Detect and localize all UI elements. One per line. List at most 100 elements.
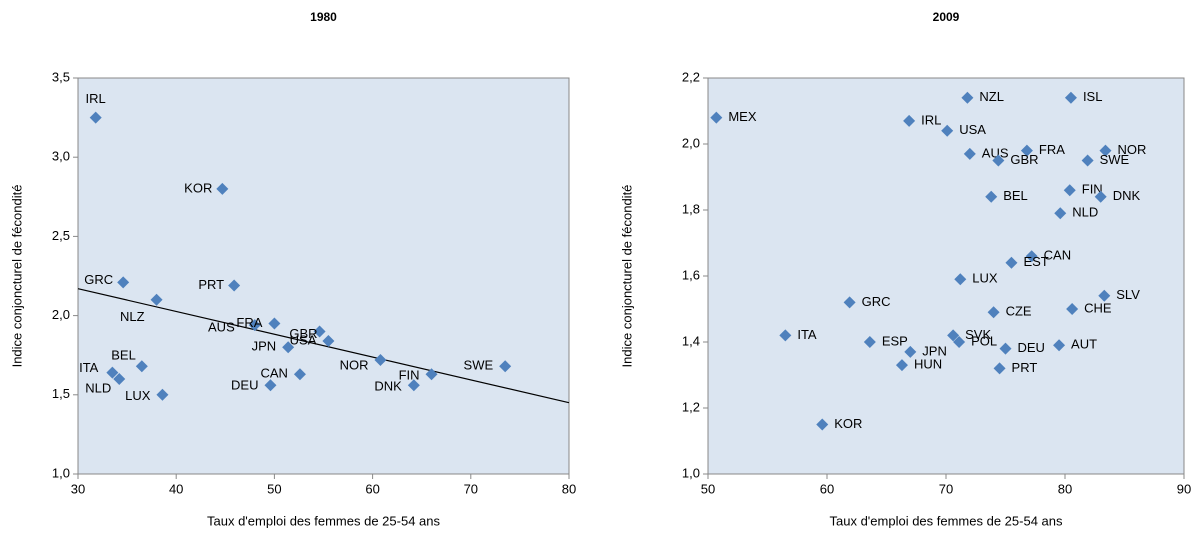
point [1098, 289, 1111, 302]
point-label: EST [1023, 254, 1048, 269]
point [1020, 144, 1033, 157]
point-label: DEU [1018, 340, 1045, 355]
point-label: CHE [1084, 300, 1112, 315]
point-label: MEX [728, 109, 757, 124]
point-label: ITA [797, 327, 817, 342]
point [264, 379, 277, 392]
y-tick-label: 1,0 [682, 465, 700, 480]
point [135, 360, 148, 373]
point-label: NZL [979, 89, 1004, 104]
point [313, 325, 326, 338]
point-label: FIN [1082, 182, 1103, 197]
point-label: GRC [84, 272, 113, 287]
point [268, 317, 281, 330]
point [993, 362, 1006, 375]
x-tick-label: 70 [939, 481, 953, 496]
point-label: JPN [252, 339, 277, 354]
point-label: AUS [208, 320, 235, 335]
y-tick-label: 1,2 [682, 399, 700, 414]
point [863, 336, 876, 348]
y-tick-label: 3,5 [52, 69, 70, 84]
y-axis-label: Indice conjoncturel de fécondité [619, 185, 634, 368]
x-tick-label: 70 [464, 481, 478, 496]
point-label: LUX [972, 271, 998, 286]
point [961, 91, 974, 104]
point-label: DNK [1113, 188, 1141, 203]
point-label: NOR [1117, 142, 1146, 157]
y-tick-label: 1,8 [682, 201, 700, 216]
point [895, 359, 908, 372]
point [156, 388, 169, 401]
point [89, 111, 102, 124]
y-tick-label: 1,4 [682, 333, 700, 348]
x-tick-label: 80 [562, 481, 576, 496]
point [987, 306, 1000, 319]
point [992, 154, 1005, 167]
point-label: ISL [1083, 89, 1103, 104]
trend-line [77, 288, 570, 404]
point [248, 319, 261, 332]
point-label: PRT [1012, 360, 1038, 375]
point [499, 360, 512, 373]
y-tick-label: 2,2 [682, 69, 700, 84]
y-axis-label: Indice conjoncturel de fécondité [9, 185, 24, 368]
x-tick-label: 60 [365, 481, 379, 496]
point-label: SWE [464, 358, 494, 373]
point-label: NLZ [120, 309, 145, 324]
chart-title: 1980 [310, 10, 337, 24]
point [1066, 303, 1079, 315]
point [843, 296, 856, 309]
point-label: BEL [1003, 188, 1028, 203]
point [106, 366, 119, 379]
point-label: LUX [125, 388, 151, 403]
point-label: CAN [260, 366, 287, 381]
point [1053, 339, 1066, 352]
point-label: FRA [1039, 142, 1065, 157]
point [374, 353, 387, 366]
point [963, 147, 976, 160]
point-label: NOR [340, 357, 369, 372]
point [425, 368, 438, 381]
point [904, 345, 917, 358]
point-label: USA [290, 332, 317, 347]
point [1094, 190, 1107, 203]
point [710, 111, 723, 124]
point-label: SVK [965, 327, 991, 342]
point [228, 279, 241, 292]
point-label: GBR [289, 326, 317, 341]
point [999, 342, 1012, 355]
point [941, 124, 954, 137]
point-label: USA [959, 122, 986, 137]
point-label: DEU [231, 378, 258, 393]
point-label: ESP [882, 333, 908, 348]
point-label: FRA [236, 315, 262, 330]
chart-title: 2009 [933, 10, 960, 24]
point [1064, 91, 1077, 104]
point-label: HUN [914, 357, 942, 372]
point [1081, 154, 1094, 167]
x-tick-label: 40 [169, 481, 183, 496]
point-label: JPN [922, 343, 947, 358]
point [1063, 184, 1076, 197]
plot-area [707, 77, 1185, 475]
point-label: KOR [834, 416, 862, 431]
point [903, 114, 916, 127]
x-axis-label: Taux d'emploi des femmes de 25-54 ans [830, 513, 1063, 528]
plot-area [77, 77, 570, 475]
x-tick-label: 50 [701, 481, 715, 496]
y-tick-label: 3,0 [52, 149, 70, 164]
point [985, 190, 998, 203]
point [113, 372, 126, 385]
x-axis-label: Taux d'emploi des femmes de 25-54 ans [207, 513, 440, 528]
point [150, 293, 163, 306]
point-label: FIN [399, 368, 420, 383]
y-tick-label: 2,0 [682, 135, 700, 150]
point-label: SWE [1100, 152, 1130, 167]
point-label: BEL [111, 348, 136, 363]
point-label: ITA [79, 360, 99, 375]
point [947, 329, 960, 342]
point [1025, 250, 1038, 263]
point [322, 334, 335, 347]
point-label: DNK [374, 379, 402, 394]
point-label: CZE [1006, 304, 1032, 319]
